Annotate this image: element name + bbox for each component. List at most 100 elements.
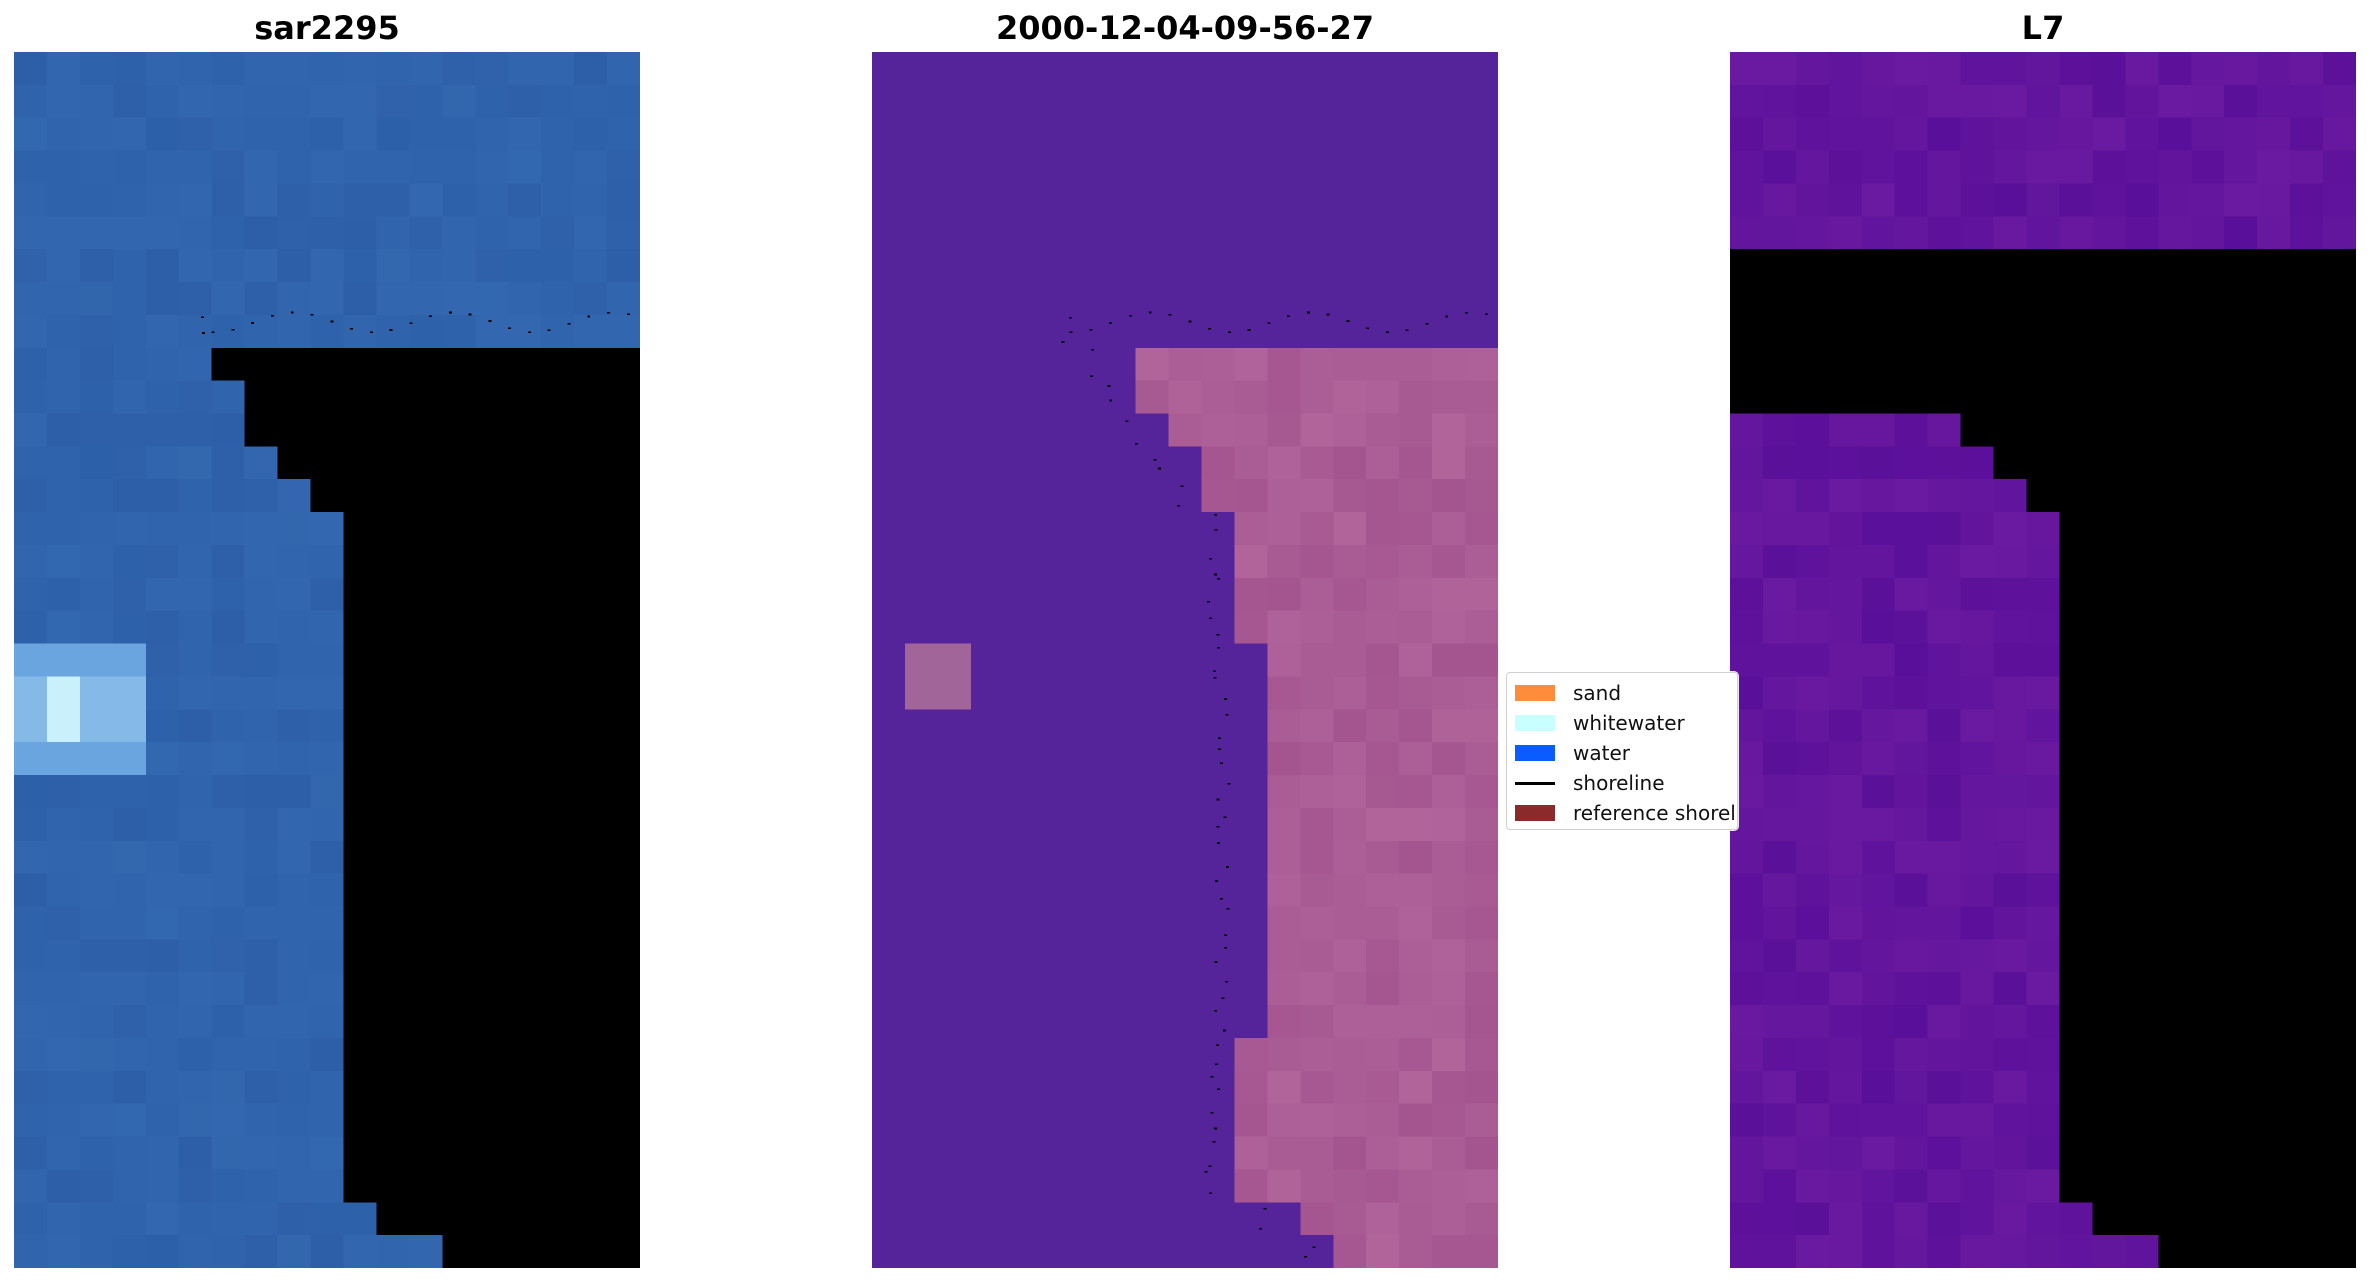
image-pixel xyxy=(244,676,279,710)
class-pixel xyxy=(1201,1037,1236,1072)
class-pixel xyxy=(1399,972,1433,1006)
image-pixel xyxy=(178,676,213,710)
class-pixel xyxy=(1201,676,1236,710)
image-pixel xyxy=(574,183,608,217)
image-pixel xyxy=(46,610,81,645)
image-pixel xyxy=(112,1136,147,1171)
class-pixel xyxy=(1036,1005,1071,1039)
class-pixel xyxy=(937,939,972,973)
class-pixel xyxy=(970,742,1005,776)
image-pixel xyxy=(244,52,279,86)
index-pixel xyxy=(1993,840,2028,875)
image-pixel xyxy=(574,314,608,349)
class-pixel xyxy=(937,676,972,710)
index-pixel xyxy=(1993,150,2028,185)
image-pixel xyxy=(442,775,476,809)
image-pixel xyxy=(14,1202,48,1236)
image-pixel xyxy=(211,873,246,908)
image-pixel xyxy=(607,1169,640,1203)
image-pixel xyxy=(343,939,378,973)
index-pixel xyxy=(2257,446,2291,480)
class-pixel xyxy=(1432,1169,1466,1203)
index-pixel xyxy=(2125,413,2159,448)
class-pixel xyxy=(872,544,906,579)
index-pixel xyxy=(1762,972,1797,1006)
image-pixel xyxy=(343,479,378,513)
class-pixel xyxy=(1300,183,1334,217)
index-pixel xyxy=(1894,906,1929,941)
index-pixel xyxy=(1927,1202,1962,1236)
image-pixel xyxy=(541,709,575,743)
image-pixel xyxy=(508,709,542,743)
class-pixel xyxy=(1267,380,1301,415)
class-pixel xyxy=(1069,117,1104,152)
class-pixel xyxy=(1333,1136,1367,1171)
index-pixel xyxy=(1960,906,1995,941)
image-pixel xyxy=(574,479,608,513)
image-pixel xyxy=(475,972,509,1006)
class-pixel xyxy=(1399,1070,1433,1105)
image-pixel xyxy=(112,1169,147,1203)
class-pixel xyxy=(1300,150,1334,185)
shoreline-point xyxy=(369,331,373,333)
class-pixel xyxy=(1300,972,1334,1006)
index-pixel xyxy=(1993,216,2028,250)
class-pixel xyxy=(1102,117,1137,152)
class-pixel xyxy=(872,709,906,743)
index-pixel xyxy=(2290,775,2324,809)
class-pixel xyxy=(1300,380,1334,415)
class-pixel xyxy=(1003,512,1038,546)
image-pixel xyxy=(244,380,279,415)
index-pixel xyxy=(2158,150,2192,185)
class-pixel xyxy=(904,1136,939,1171)
index-pixel xyxy=(1730,150,1764,185)
image-pixel xyxy=(508,1202,542,1236)
index-pixel xyxy=(1927,807,1962,842)
index-pixel xyxy=(2290,1202,2324,1236)
index-pixel xyxy=(2092,314,2127,349)
index-pixel xyxy=(1828,446,1863,480)
index-pixel xyxy=(1730,643,1764,678)
class-pixel xyxy=(1069,807,1104,842)
class-pixel xyxy=(1168,972,1203,1006)
image-pixel xyxy=(508,1005,542,1039)
index-pixel xyxy=(2026,709,2061,743)
class-pixel xyxy=(1366,840,1400,875)
index-pixel xyxy=(1993,1037,2028,1072)
image-pixel xyxy=(112,906,147,941)
image-pixel xyxy=(46,1037,81,1072)
shoreline-point xyxy=(1128,315,1132,317)
class-pixel xyxy=(1036,1070,1071,1105)
image-pixel xyxy=(79,1169,114,1203)
class-pixel xyxy=(1201,709,1236,743)
image-pixel xyxy=(508,150,542,185)
index-pixel xyxy=(1795,1169,1830,1203)
shoreline-point xyxy=(366,796,370,798)
index-pixel xyxy=(2191,347,2225,382)
shoreline-point xyxy=(2073,650,2077,652)
image-pixel xyxy=(376,314,411,349)
index-pixel xyxy=(2125,577,2159,612)
class-pixel xyxy=(1036,314,1071,349)
class-pixel xyxy=(1234,1202,1269,1236)
index-pixel xyxy=(1828,906,1863,941)
image-pixel xyxy=(244,249,279,283)
image-pixel xyxy=(475,347,509,382)
index-pixel xyxy=(1927,314,1962,349)
index-pixel xyxy=(1894,282,1929,316)
image-pixel xyxy=(145,840,180,875)
index-pixel xyxy=(2224,512,2258,546)
index-pixel xyxy=(1762,1005,1797,1039)
class-pixel xyxy=(1300,840,1334,875)
image-pixel xyxy=(145,709,180,743)
index-pixel xyxy=(1993,544,2028,579)
class-pixel xyxy=(1465,972,1498,1006)
class-pixel xyxy=(1432,676,1466,710)
image-pixel xyxy=(244,840,279,875)
class-pixel xyxy=(970,1037,1005,1072)
index-pixel xyxy=(1828,1103,1863,1138)
class-pixel xyxy=(1036,906,1071,941)
class-pixel xyxy=(1168,1103,1203,1138)
class-pixel xyxy=(970,1070,1005,1105)
index-pixel xyxy=(1861,479,1896,513)
